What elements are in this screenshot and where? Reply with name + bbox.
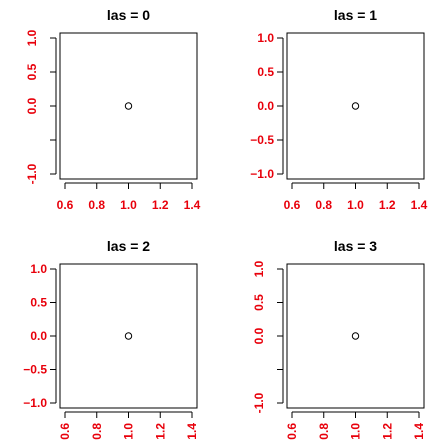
x-tick-label: 1.2 (379, 198, 396, 212)
plot-box (286, 263, 425, 409)
y-tick-label: 1.0 (25, 29, 39, 46)
x-tick-label: 1.4 (411, 198, 428, 212)
panel-title: las = 0 (107, 7, 150, 23)
x-tick-label: 1.2 (153, 423, 167, 440)
x-tick-label: 1.0 (120, 198, 137, 212)
plot-box (59, 263, 198, 409)
x-tick-label: 1.2 (380, 423, 394, 440)
x-tick-label: 0.6 (285, 423, 299, 440)
panel-1: las = 0 0.6 0.8 1.0 1.2 1.4 -1.0 0.0 0.5 1.0 (25, 7, 201, 212)
y-tick-label: −0.5 (250, 133, 274, 147)
x-tick-label: 1.0 (349, 423, 363, 440)
y-tick-label: 0.5 (30, 296, 47, 310)
x-tick-label: 1.4 (184, 198, 201, 212)
x-tick-label: 0.8 (90, 423, 104, 440)
panel-title: las = 3 (334, 238, 377, 254)
y-tick-label: 1.0 (252, 260, 266, 277)
panel-4: las = 3 0.6 0.8 1.0 1.2 1.4 -1.0 0.0 0.5 1.0 (252, 238, 426, 440)
y-tick-label: 0.0 (257, 99, 274, 113)
y-tick-label: 0.5 (25, 63, 39, 80)
y-tick-label: -1.0 (25, 163, 39, 184)
y-tick-label: 1.0 (30, 262, 47, 276)
x-tick-label: 1.4 (412, 423, 426, 440)
data-point (351, 332, 360, 340)
y-tick-label: −1.0 (250, 167, 274, 181)
x-tick-label: 0.6 (58, 423, 72, 440)
y-tick-label: 0.0 (25, 97, 39, 114)
y-tick-label: 1.0 (257, 31, 274, 45)
panel-3: las = 2 0.6 0.8 1.0 1.2 1.4 −1.0 −0.5 0.0 0.5 1.0 (23, 238, 199, 440)
x-tick-label: 0.6 (57, 198, 74, 212)
y-tick-label: 0.0 (252, 327, 266, 344)
x-tick-label: 0.8 (315, 198, 332, 212)
y-tick-label: 0.0 (30, 329, 47, 343)
data-point (124, 332, 133, 340)
panel-2: las = 1 0.6 0.8 1.0 1.2 1.4 −1.0 −0.5 0.0 0.5 1.0 (250, 7, 427, 212)
panel-title: las = 1 (334, 7, 377, 23)
x-tick-label: 0.8 (317, 423, 331, 440)
y-tick-label: 0.5 (257, 65, 274, 79)
y-tick-label: 0.5 (252, 294, 266, 311)
x-tick-label: 1.2 (152, 198, 169, 212)
x-tick-label: 1.0 (122, 423, 136, 440)
plot-box (59, 32, 198, 180)
y-tick-label: −1.0 (23, 396, 47, 410)
x-tick-label: 1.4 (185, 423, 199, 440)
y-tick-label: -1.0 (252, 392, 266, 413)
panel-title: las = 2 (107, 238, 150, 254)
x-tick-label: 0.8 (88, 198, 105, 212)
x-tick-label: 1.0 (347, 198, 364, 212)
data-point (351, 102, 360, 110)
x-tick-label: 0.6 (284, 198, 301, 212)
plot-box (286, 32, 425, 180)
y-tick-label: −0.5 (23, 363, 47, 377)
data-point (124, 102, 133, 110)
